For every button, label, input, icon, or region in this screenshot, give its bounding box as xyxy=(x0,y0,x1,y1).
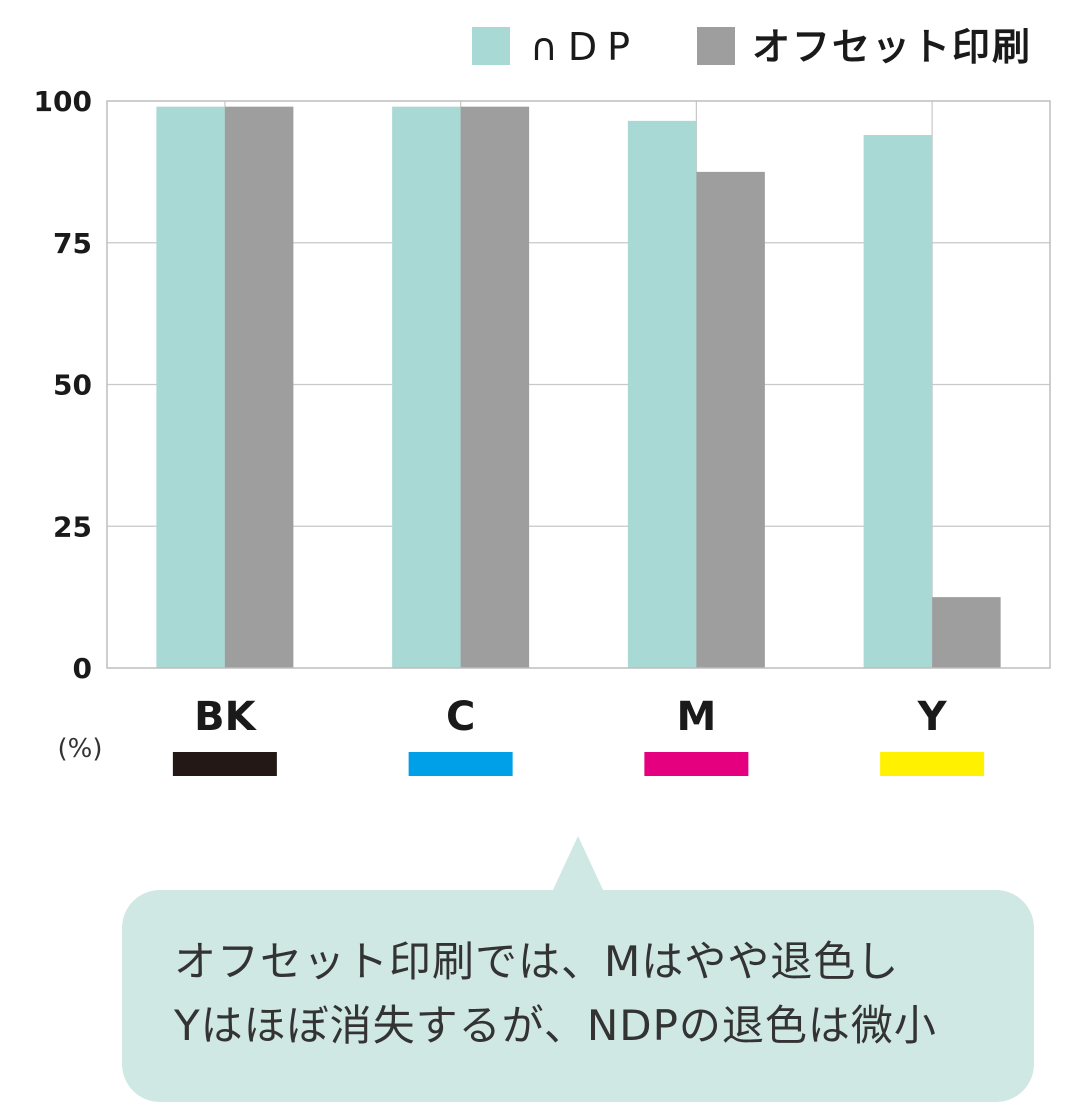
y-tick-label: 25 xyxy=(53,510,92,543)
bar-y-series-2 xyxy=(932,597,1001,668)
plot-frame xyxy=(106,100,1051,669)
y-axis-unit-label: (%) xyxy=(58,734,103,764)
bar-m-series-2 xyxy=(696,171,765,668)
x-tick-label-bk: BK xyxy=(194,694,257,740)
x-tick-label-m: M xyxy=(676,694,716,740)
bars xyxy=(156,106,1001,669)
y-axis-ticks: 0 25 50 75 100 xyxy=(34,85,92,685)
bar-bk-series-1 xyxy=(156,106,225,669)
category-color-swatches xyxy=(172,752,985,776)
callout-pointer xyxy=(552,836,604,892)
legend-swatch-series-2 xyxy=(697,27,735,65)
callout-line-2: Yはほぼ消失するが、NDPの退色は微小 xyxy=(174,1001,937,1050)
bar-y-series-1 xyxy=(863,135,933,668)
color-swatch-c xyxy=(408,752,513,776)
y-tick-label: 75 xyxy=(53,227,92,260)
x-tick-label-c: C xyxy=(446,694,475,740)
bar-bk-series-2 xyxy=(224,106,294,669)
callout-box: オフセット印刷では、Mはやや退色し Yはほぼ消失するが、NDPの退色は微小 xyxy=(122,890,1034,1102)
bar-c-series-1 xyxy=(392,106,461,669)
x-tick-label-y: Y xyxy=(917,694,948,740)
legend: ∩DP オフセット印刷 xyxy=(472,25,1032,69)
x-axis-ticks: BK C M Y xyxy=(194,694,948,740)
bar-c-series-2 xyxy=(460,106,530,669)
legend-swatch-series-1 xyxy=(472,27,510,65)
legend-label-series-1: ∩DP xyxy=(530,25,640,69)
color-swatch-bk xyxy=(172,752,277,776)
color-swatch-m xyxy=(644,752,749,776)
y-tick-label: 50 xyxy=(53,369,92,402)
y-tick-label: 0 xyxy=(73,652,92,685)
y-tick-label: 100 xyxy=(34,85,92,118)
callout-line-1: オフセット印刷では、Mはやや退色し xyxy=(174,937,900,986)
callout-text: オフセット印刷では、Mはやや退色し Yはほぼ消失するが、NDPの退色は微小 xyxy=(174,930,1004,1058)
bar-m-series-1 xyxy=(627,120,697,669)
color-swatch-y xyxy=(880,752,985,776)
bar-chart: 0 25 50 75 100 BK C M Y (%) ∩DP オフセット印刷 xyxy=(34,25,1051,776)
legend-label-series-2: オフセット印刷 xyxy=(752,25,1032,69)
